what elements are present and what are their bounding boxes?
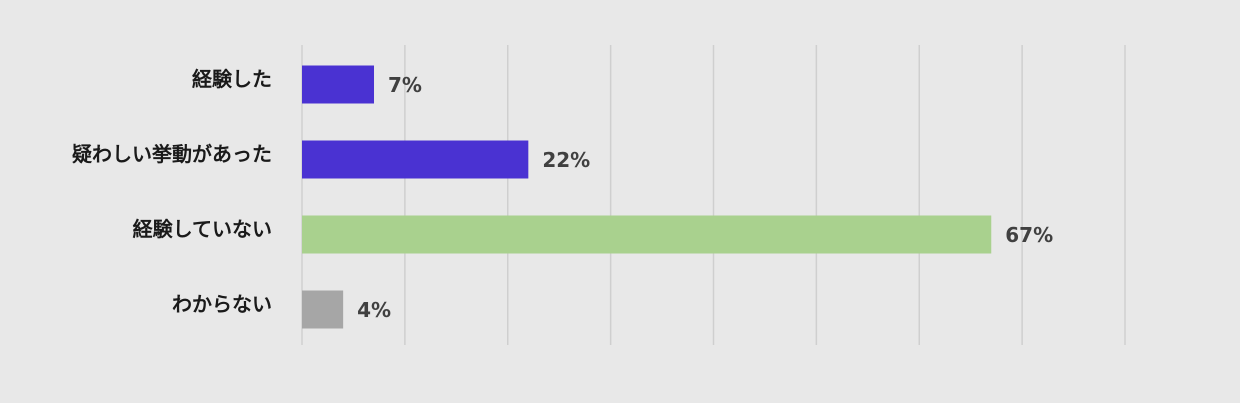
bar bbox=[302, 65, 375, 104]
category-label: 経験していない bbox=[133, 217, 272, 241]
category-label: わからない bbox=[172, 292, 272, 316]
bar bbox=[302, 290, 344, 329]
value-label: 67% bbox=[1005, 223, 1053, 247]
value-label: 22% bbox=[542, 148, 590, 172]
bar bbox=[302, 215, 992, 254]
value-label: 7% bbox=[388, 73, 422, 97]
category-label: 疑わしい挙動があった bbox=[72, 142, 272, 166]
bar bbox=[302, 140, 529, 179]
category-label: 経験した bbox=[192, 67, 272, 91]
value-label: 4% bbox=[357, 298, 391, 322]
